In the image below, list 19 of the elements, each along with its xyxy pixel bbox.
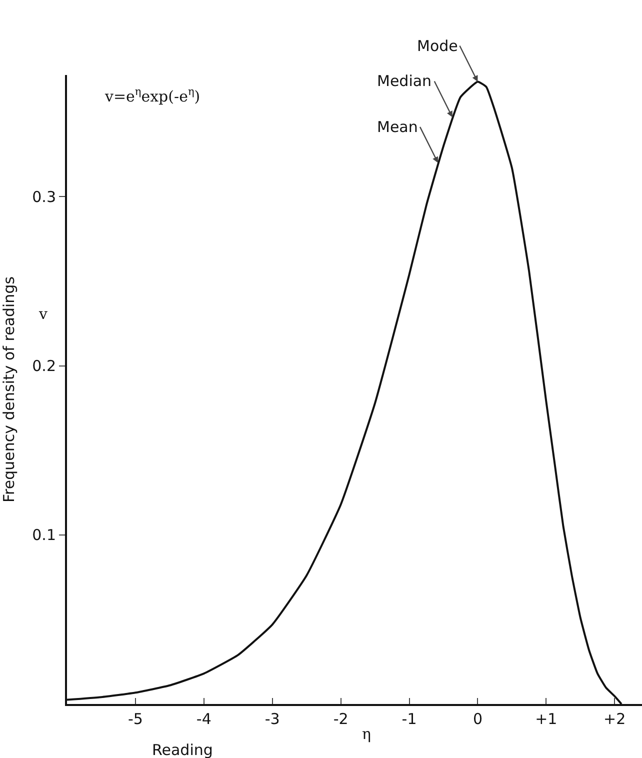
annotation: Mode [417,37,458,55]
y-tick-label: 0.1 [32,526,56,544]
annotation: v=e$^{η}$exp(-e$^{η}$) [104,86,200,106]
x-tick-label: +1 [535,710,558,728]
x-tick-label: -5 [128,710,143,728]
x-tick-label: -3 [264,710,280,728]
x-tick-label: -1 [402,710,417,728]
annotation: Mean [377,118,418,136]
y-tick-label: 0.2 [32,357,56,376]
x-tick-label: 0 [472,710,482,728]
text: v [38,305,48,323]
y-tick-label: 0.3 [32,188,56,206]
x-tick-label: -2 [333,710,348,728]
annotation: Median [377,72,432,90]
x-tick-label: +2 [604,710,626,728]
x-axis-title: Reading [152,741,213,758]
y-axis-title: Frequency density of readings [0,276,18,503]
text: η [362,725,371,743]
x-tick-label: -4 [196,710,212,728]
